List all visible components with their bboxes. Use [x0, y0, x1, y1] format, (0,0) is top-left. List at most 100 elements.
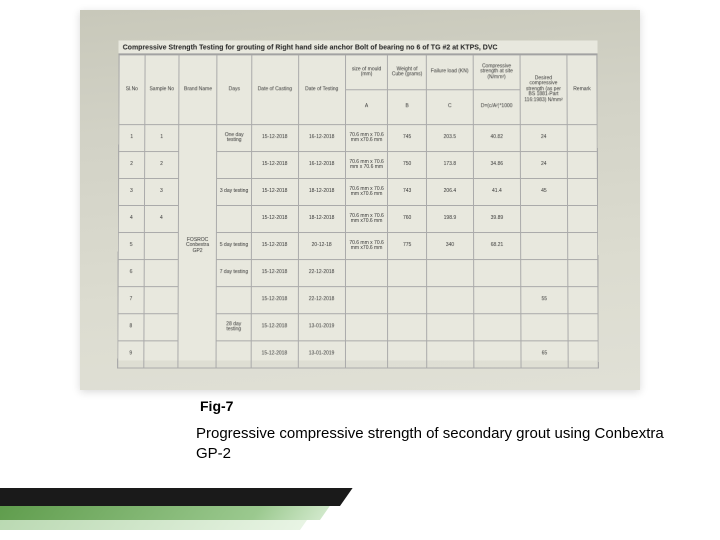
hdr-load: Failure load (KN) — [426, 55, 473, 90]
table-row: 11FOSROC Conbextra GP2One day testing15-… — [119, 125, 598, 152]
cell-sample: 4 — [144, 205, 178, 232]
decor-stripe-dark — [0, 488, 353, 506]
cell-size — [345, 260, 388, 287]
cell-remark — [568, 287, 598, 314]
cell-load: 203.5 — [426, 125, 473, 152]
cell-cast: 15-12-2018 — [251, 152, 298, 179]
cell-remark — [567, 205, 597, 232]
cell-sample — [144, 260, 178, 287]
cell-test: 22-12-2018 — [298, 287, 345, 314]
cell-load: 173.8 — [426, 152, 473, 179]
cell-desired: 24 — [520, 152, 567, 179]
cell-strength: 39.89 — [473, 205, 520, 232]
cell-size — [345, 287, 388, 314]
cell-load: 206.4 — [426, 179, 473, 206]
cell-cast: 15-12-2018 — [251, 341, 298, 368]
hdr-remark: Remark — [567, 55, 597, 125]
cell-sample — [144, 314, 178, 341]
cell-remark — [567, 152, 597, 179]
cell-cast: 15-12-2018 — [251, 205, 298, 232]
cell-weight: 743 — [388, 179, 427, 206]
hdr-cast: Date of Casting — [251, 55, 298, 125]
cell-sl: 7 — [118, 287, 144, 314]
cell-days — [216, 341, 250, 368]
hdr-desired: Desired compressive strength (as per BS … — [520, 55, 567, 125]
cell-size: 70.6 mm x 70.6 mm x 70.6 mm — [345, 152, 388, 179]
cell-test: 13-01-2019 — [298, 341, 345, 368]
cell-sl: 9 — [118, 341, 144, 368]
cell-sl: 1 — [119, 125, 145, 152]
cell-cast: 15-12-2018 — [251, 233, 298, 260]
cell-test: 18-12-2018 — [298, 179, 345, 206]
cell-weight: 745 — [388, 125, 426, 152]
cell-desired: 24 — [520, 125, 567, 152]
cell-cast: 15-12-2018 — [251, 287, 298, 314]
photo-container: Compressive Strength Testing for groutin… — [80, 10, 640, 390]
cell-weight: 750 — [388, 152, 426, 179]
cell-days — [217, 152, 251, 179]
hdr-sample: Sample No — [145, 55, 179, 125]
cell-cast: 15-12-2018 — [251, 314, 298, 341]
hdr-size: size of mould (mm) — [345, 55, 388, 90]
cell-days: 28 day testing — [217, 314, 251, 341]
cell-remark — [567, 125, 597, 152]
cell-strength: 34.86 — [473, 152, 520, 179]
hdr-days: Days — [217, 55, 251, 125]
decor-stripe-lightgreen — [0, 520, 307, 530]
cell-strength — [474, 260, 521, 287]
cell-size: 70.6 mm x 70.6 mm x70.6 mm — [345, 125, 388, 152]
cell-sample: 3 — [144, 179, 178, 206]
cell-desired — [521, 314, 568, 341]
cell-sl: 4 — [118, 205, 144, 232]
cell-test: 18-12-2018 — [298, 205, 345, 232]
sub-c: C — [426, 90, 473, 125]
cell-remark — [568, 341, 598, 368]
cell-cast: 15-12-2018 — [251, 125, 298, 152]
cell-test: 22-12-2018 — [298, 260, 345, 287]
hdr-strength: Compressive strength at site (N/mm²) — [473, 55, 520, 90]
cell-size — [345, 314, 388, 341]
cell-load: 198.9 — [426, 205, 473, 232]
cell-load — [426, 260, 473, 287]
cell-cast: 15-12-2018 — [251, 179, 298, 206]
cell-load — [427, 314, 474, 341]
cell-desired — [521, 260, 568, 287]
hdr-weight: Weight of Cube (grams) — [388, 55, 426, 90]
cell-sample — [144, 341, 178, 368]
figure-label: Fig-7 — [200, 398, 233, 414]
cell-remark — [567, 179, 597, 206]
cell-test: 16-12-2018 — [298, 152, 345, 179]
cell-days: 7 day testing — [217, 260, 251, 287]
cell-days — [217, 287, 251, 314]
cell-desired — [521, 233, 568, 260]
cell-cast: 15-12-2018 — [251, 260, 298, 287]
cell-sample — [144, 233, 178, 260]
sub-b: B — [388, 90, 426, 125]
cell-desired: 65 — [521, 341, 568, 368]
figure-caption: Progressive compressive strength of seco… — [196, 424, 666, 463]
cell-weight: 760 — [388, 205, 427, 232]
hdr-sl: Sl.No — [119, 55, 145, 125]
cell-load — [427, 287, 474, 314]
cell-remark — [568, 233, 598, 260]
cell-sl: 5 — [118, 233, 144, 260]
cell-weight: 775 — [388, 233, 427, 260]
cell-size — [345, 341, 388, 368]
paper-sheet: Compressive Strength Testing for groutin… — [117, 41, 598, 361]
cell-size: 70.6 mm x 70.6 mm x70.6 mm — [345, 233, 388, 260]
paper-title: Compressive Strength Testing for groutin… — [119, 41, 598, 55]
cell-weight — [388, 341, 427, 368]
cell-test: 13-01-2019 — [298, 314, 345, 341]
cell-load: 340 — [426, 233, 473, 260]
cell-weight — [388, 314, 427, 341]
hdr-brand: Brand Name — [179, 55, 218, 125]
cell-sl: 3 — [118, 179, 144, 206]
slide-decoration — [0, 474, 360, 534]
cell-weight — [388, 260, 427, 287]
sub-a: A — [345, 90, 388, 125]
cell-days — [217, 205, 251, 232]
cell-strength: 68.21 — [473, 233, 520, 260]
cell-sample: 2 — [144, 152, 178, 179]
cell-days: 5 day testing — [217, 233, 251, 260]
cell-sample: 1 — [144, 125, 178, 152]
